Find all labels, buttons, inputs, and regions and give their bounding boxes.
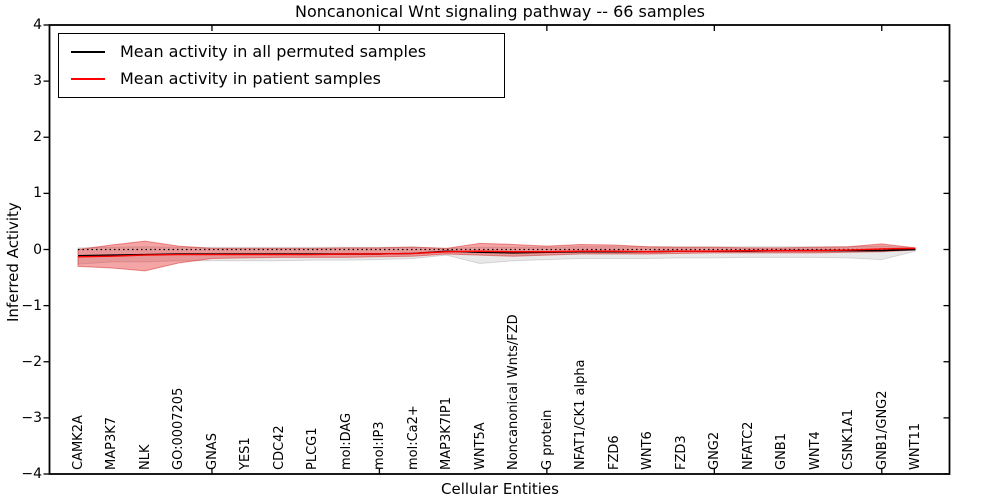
x-category-label: WNT6 <box>640 431 656 470</box>
x-category-label: NFAT1/CK1 alpha <box>573 359 589 470</box>
y-tick-label: 3 <box>33 73 42 90</box>
y-tick-label: 1 <box>33 185 42 202</box>
x-category-label: GNB1 <box>774 433 790 470</box>
x-category-label: GO:0007205 <box>171 387 187 470</box>
legend-line-sample-permuted <box>71 50 105 53</box>
legend-entry-patient: Mean activity in patient samples <box>71 65 494 92</box>
x-category-label: GNAS <box>204 433 220 470</box>
chart-title: Noncanonical Wnt signaling pathway -- 66… <box>294 2 706 21</box>
legend-label-patient: Mean activity in patient samples <box>120 69 381 88</box>
x-category-label: Noncanonical Wnts/FZD <box>506 314 522 470</box>
patient-mean-line <box>77 247 916 258</box>
x-category-label: CAMK2A <box>71 415 86 470</box>
x-category-label: GNB1/GNG2 <box>874 390 890 470</box>
legend-label-permuted: Mean activity in all permuted samples <box>120 42 427 61</box>
y-tick-label: 2 <box>33 129 42 146</box>
legend-line-sample-patient <box>71 77 105 80</box>
x-category-label: WNT4 <box>807 431 823 470</box>
x-category-label: PLCG1 <box>305 427 321 470</box>
x-category-label: NFATC2 <box>740 421 756 470</box>
y-tick-label: −4 <box>21 466 42 482</box>
x-category-label: MAP3K7IP1 <box>439 397 455 470</box>
legend: Mean activity in all permuted samples Me… <box>58 33 505 98</box>
x-axis-label: Cellular Entities <box>441 480 559 498</box>
y-tick-label: 4 <box>33 17 42 33</box>
x-category-label: mol:IP3 <box>372 421 388 470</box>
y-tick-label: −2 <box>21 353 42 370</box>
x-category-label: WNT11 <box>908 422 924 470</box>
x-category-label: G protein <box>539 409 555 470</box>
x-category-label: FZD3 <box>673 435 689 470</box>
x-category-label: mol:Ca2+ <box>405 405 421 470</box>
x-category-label: mol:DAG <box>338 412 354 470</box>
x-category-label: YES1 <box>238 437 254 470</box>
x-category-label: GNG2 <box>707 431 723 470</box>
x-category-label: NLK <box>137 444 153 471</box>
x-category-label: WNT5A <box>472 422 488 470</box>
y-tick-label: 0 <box>33 241 42 258</box>
x-category-label: MAP3K7 <box>104 416 120 470</box>
y-tick-label: −3 <box>21 409 42 426</box>
legend-entry-permuted: Mean activity in all permuted samples <box>71 38 494 65</box>
x-category-label: CSNK1A1 <box>841 408 857 470</box>
x-category-label: FZD6 <box>606 435 622 470</box>
x-category-label: CDC42 <box>271 425 287 470</box>
y-tick-label: −1 <box>21 297 42 314</box>
